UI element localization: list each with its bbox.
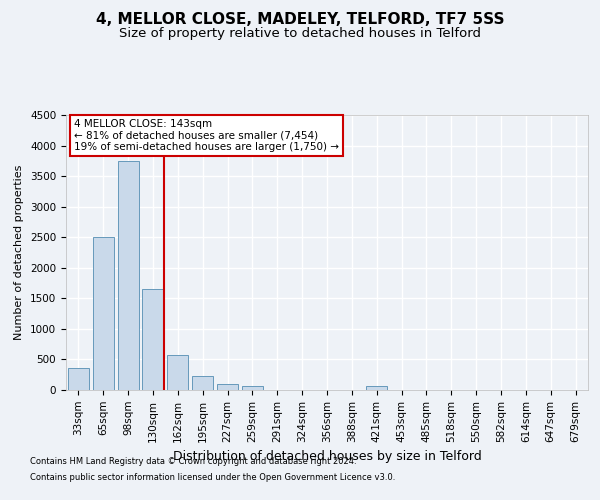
Bar — [93, 237, 114, 390]
Text: Size of property relative to detached houses in Telford: Size of property relative to detached ho… — [119, 28, 481, 40]
Y-axis label: Number of detached properties: Number of detached properties — [14, 165, 25, 340]
Bar — [192, 376, 213, 390]
Bar — [118, 161, 139, 390]
Bar — [68, 368, 89, 390]
Bar — [142, 289, 164, 390]
X-axis label: Distribution of detached houses by size in Telford: Distribution of detached houses by size … — [173, 450, 481, 463]
Bar — [242, 386, 263, 390]
Text: Contains public sector information licensed under the Open Government Licence v3: Contains public sector information licen… — [30, 472, 395, 482]
Bar — [366, 386, 387, 390]
Text: 4, MELLOR CLOSE, MADELEY, TELFORD, TF7 5SS: 4, MELLOR CLOSE, MADELEY, TELFORD, TF7 5… — [96, 12, 504, 28]
Bar — [167, 354, 188, 390]
Text: 4 MELLOR CLOSE: 143sqm
← 81% of detached houses are smaller (7,454)
19% of semi-: 4 MELLOR CLOSE: 143sqm ← 81% of detached… — [74, 119, 339, 152]
Bar — [217, 384, 238, 390]
Text: Contains HM Land Registry data © Crown copyright and database right 2024.: Contains HM Land Registry data © Crown c… — [30, 458, 356, 466]
